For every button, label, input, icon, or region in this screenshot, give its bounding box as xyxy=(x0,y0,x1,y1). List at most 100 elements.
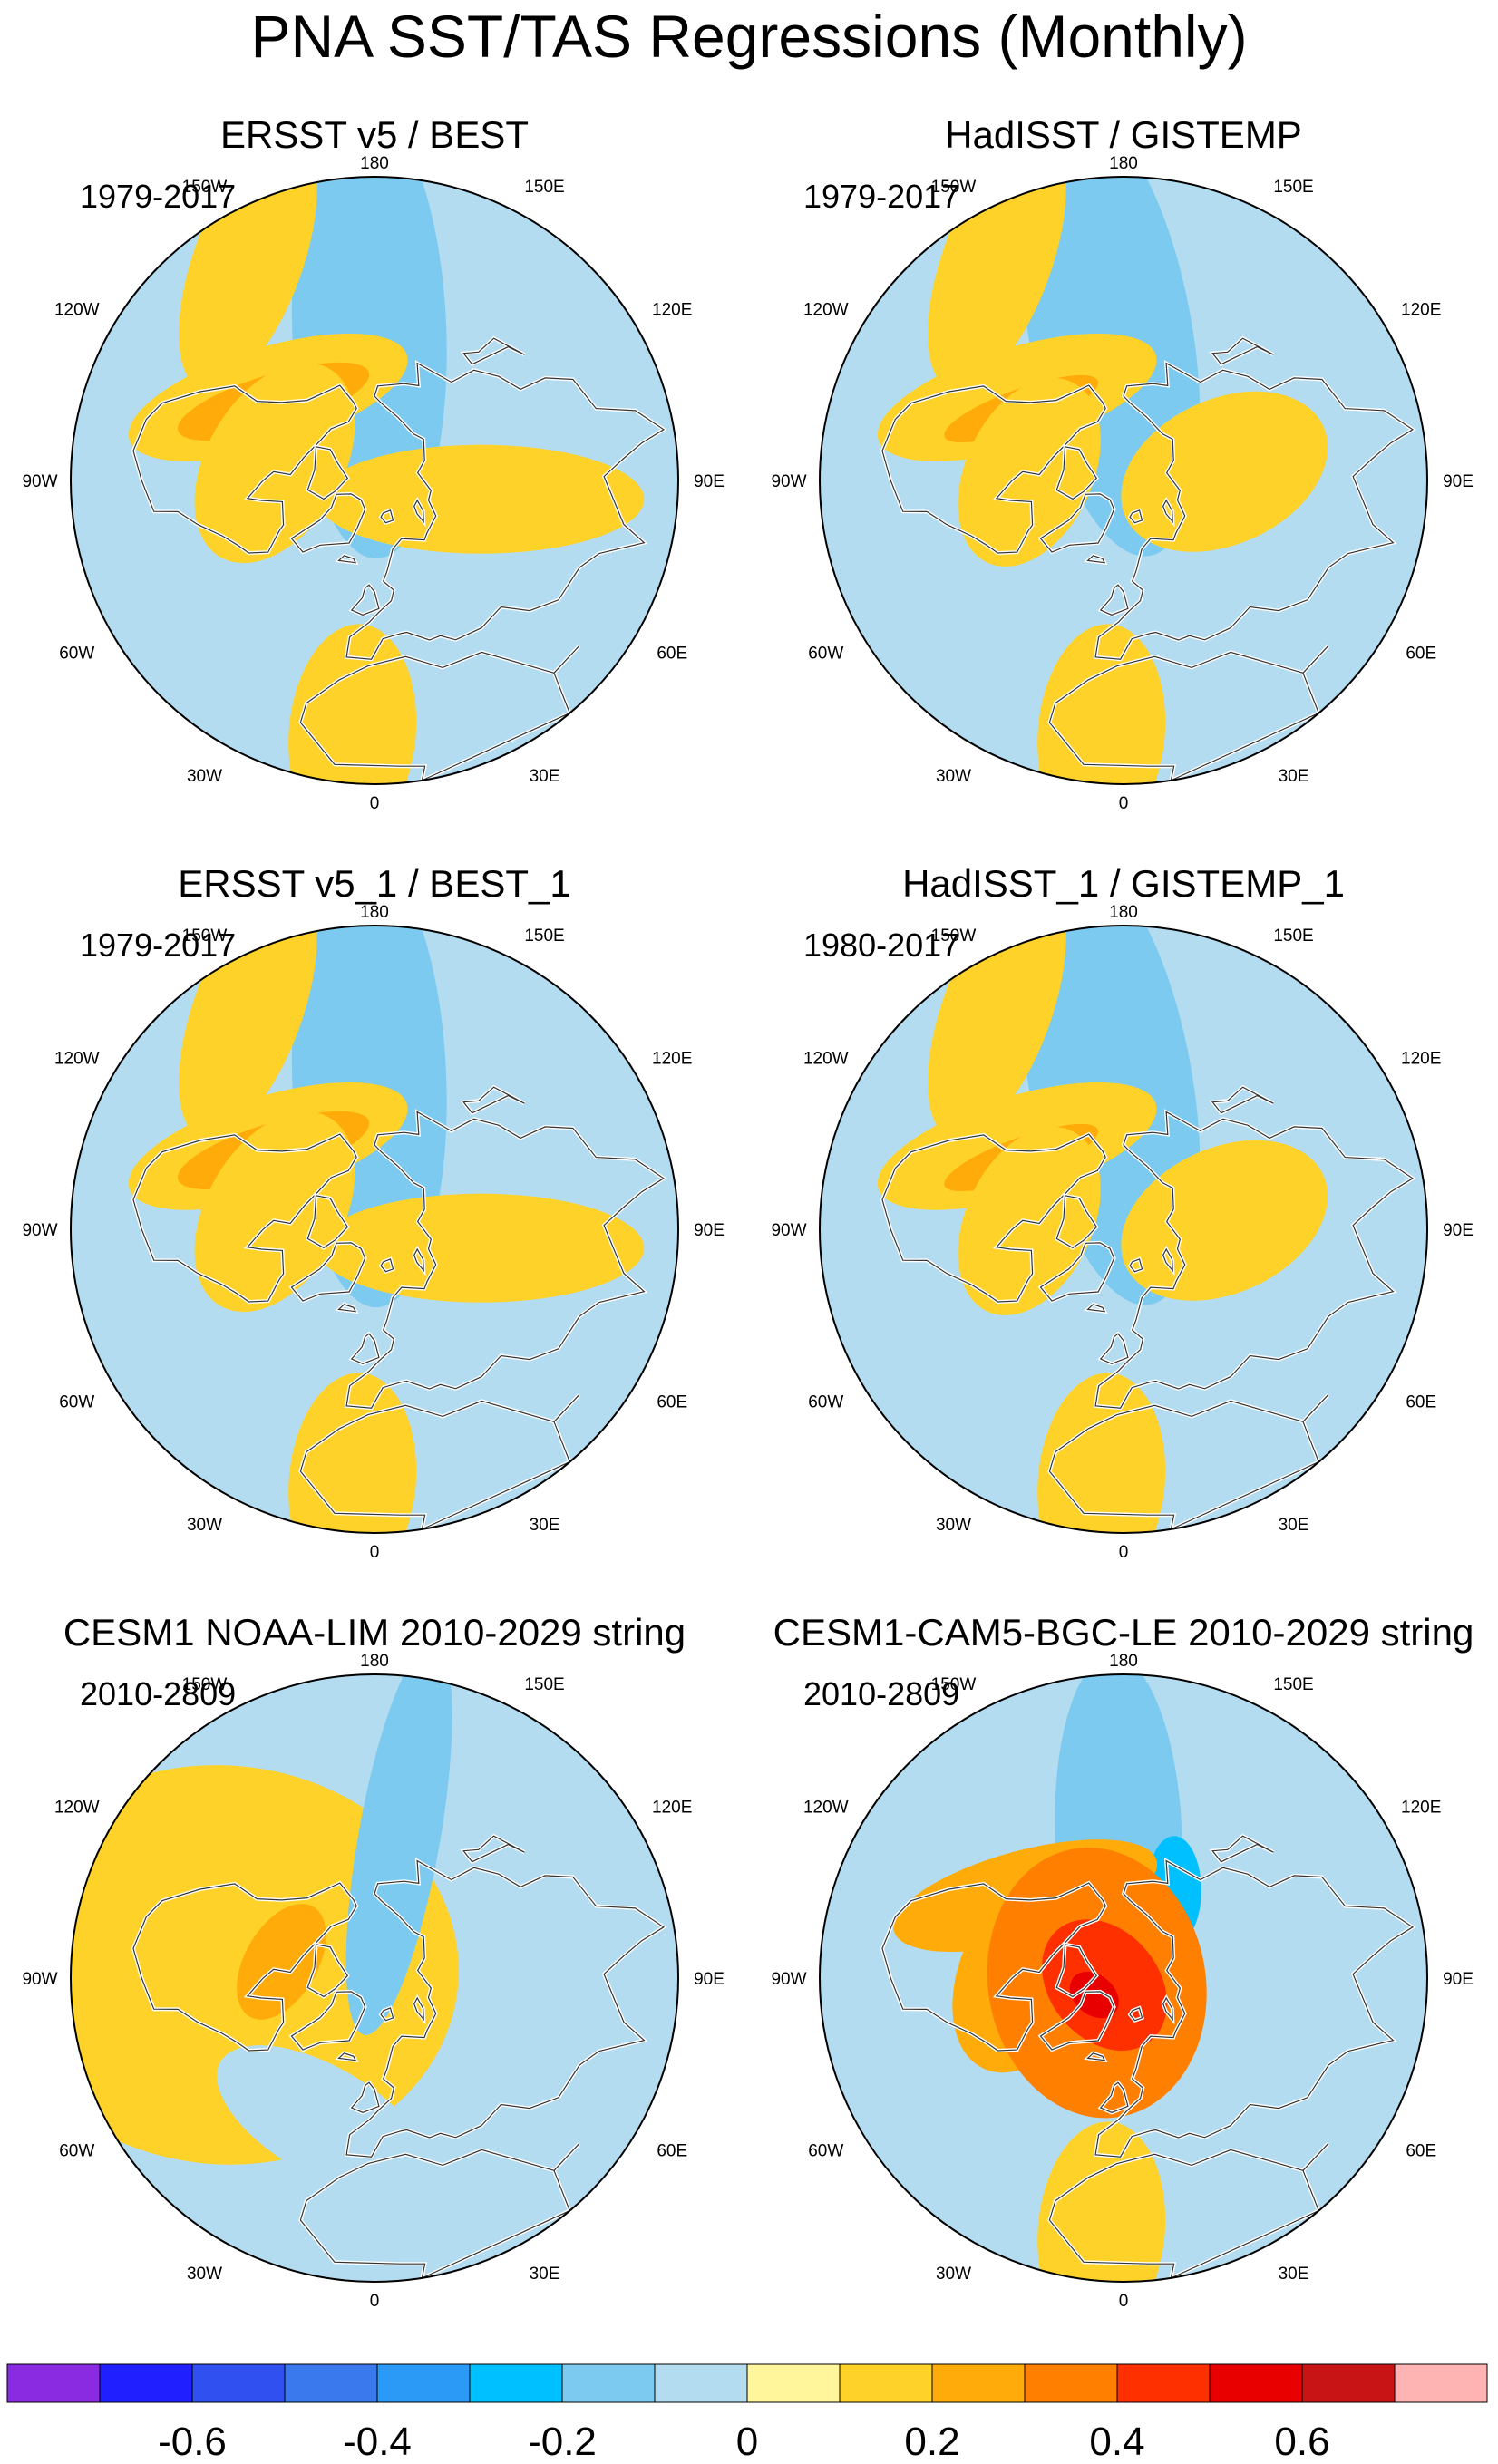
lon-label: 30E xyxy=(530,767,560,786)
coastline xyxy=(462,1086,525,1114)
coastline xyxy=(1094,1859,1415,2158)
polar-map: 180 150E 120E 90E 60E 30E 0 30W 60W 90W 120W 150W xyxy=(22,1652,724,2311)
coastline xyxy=(350,584,380,616)
coastline xyxy=(1211,337,1274,365)
lon-label: 60E xyxy=(1406,2142,1436,2161)
lon-label: 180 xyxy=(360,903,389,922)
lon-label: 150W xyxy=(931,1675,977,1694)
panel-years: 1979-2017 xyxy=(80,926,237,964)
colorbar-swatch xyxy=(284,2363,378,2403)
coastline xyxy=(1129,2007,1143,2022)
lon-label: 60W xyxy=(59,1393,94,1412)
lon-label: 90W xyxy=(22,1970,57,1989)
map-panel-3: ERSST v5_1 / BEST_1 1979-2017 180 150E 120… xyxy=(0,858,749,1606)
lon-label: 90W xyxy=(771,1221,806,1240)
panel-title: CESM1-CAM5-BGC-LE 2010-2029 string xyxy=(773,1611,1474,1654)
lon-label: 90W xyxy=(22,472,57,491)
map-field xyxy=(71,177,678,784)
coastline xyxy=(413,1247,424,1273)
anomaly-region-atlantic-warm-wedge xyxy=(1037,624,1166,784)
anomaly-region-atlantic-cool-arc xyxy=(217,2045,429,2197)
colorbar: -0.6 -0.4 -0.2 0 0.2 0.4 0.6 xyxy=(0,2357,1498,2464)
lon-label: 0 xyxy=(1119,1543,1129,1562)
anomaly-region-canada-warm xyxy=(194,363,355,564)
panel-years: 2010-2809 xyxy=(803,1675,960,1712)
map-panel-6: CESM1-CAM5-BGC-LE 2010-2029 string 2010-… xyxy=(749,1606,1498,2355)
lon-label: 30E xyxy=(530,2265,560,2284)
lon-label: 120W xyxy=(54,1799,100,1818)
lon-label: 180 xyxy=(1109,154,1138,173)
map-panel-2: HadISST / GISTEMP 1979-2017 180 150E 120E 9… xyxy=(749,109,1498,858)
coastline xyxy=(462,337,525,365)
colorbar-tick-label: 0.6 xyxy=(1274,2420,1329,2464)
coastline xyxy=(1048,645,1329,781)
panel-title: HadISST_1 / GISTEMP_1 xyxy=(902,862,1345,905)
coastline xyxy=(306,446,349,500)
coastline xyxy=(1099,2081,1129,2113)
lon-label: 150E xyxy=(524,926,564,946)
lon-label: 60W xyxy=(808,2142,843,2161)
colorbar-swatch xyxy=(561,2363,656,2403)
lon-label: 60E xyxy=(1406,645,1436,664)
lon-label: 60W xyxy=(59,645,94,664)
coastline xyxy=(380,2007,394,2022)
lon-label: 30W xyxy=(936,2265,971,2284)
colorbar-swatch xyxy=(1209,2363,1303,2403)
lon-label: 90E xyxy=(694,472,725,491)
anomaly-region-north-pacific-cold xyxy=(345,1674,452,2035)
panel-years: 2010-2809 xyxy=(80,1675,237,1712)
coastline xyxy=(1048,1394,1329,1530)
lon-label: 120W xyxy=(54,301,100,320)
colorbar-swatch xyxy=(1116,2363,1211,2403)
coastline xyxy=(1039,1991,1115,2051)
lon-label: 30E xyxy=(1279,767,1309,786)
figure-title: PNA SST/TAS Regressions (Monthly) xyxy=(250,3,1248,70)
lon-label: 90W xyxy=(771,472,806,491)
map-panel-5: CESM1 NOAA-LIM 2010-2029 string 2010-280… xyxy=(0,1606,749,2355)
lon-label: 120W xyxy=(803,301,849,320)
map-border xyxy=(70,176,679,785)
coastline xyxy=(299,2143,580,2279)
coastline xyxy=(345,1111,666,1409)
polar-map: 180 150E 120E 90E 60E 30E 0 30W 60W 90W 120W 150W xyxy=(22,154,725,813)
colorbar-swatch xyxy=(469,2363,563,2403)
anomaly-region-subtropical-pacific-warm xyxy=(928,926,1066,1140)
coastline xyxy=(1162,1247,1173,1273)
lon-label: 150W xyxy=(931,926,977,946)
anomaly-region-atlantic-warm-wedge xyxy=(288,624,417,784)
coastline xyxy=(132,384,357,554)
colorbar-swatch xyxy=(376,2363,471,2403)
map-field xyxy=(820,177,1427,784)
panel-title: HadISST / GISTEMP xyxy=(945,113,1302,156)
coastline xyxy=(1162,1996,1173,2022)
lon-label: 180 xyxy=(1109,903,1138,922)
colorbar-tick-label: 0.2 xyxy=(904,2420,959,2464)
lon-label: 90W xyxy=(22,1221,57,1240)
lon-label: 30W xyxy=(187,1516,222,1535)
lon-label: 60W xyxy=(59,2142,94,2161)
lon-label: 30W xyxy=(187,2265,222,2284)
colorbar-tick-label: -0.2 xyxy=(528,2420,597,2464)
lon-label: 150W xyxy=(182,926,228,946)
map-panel-4: HadISST_1 / GISTEMP_1 1980-2017 180 150E 1… xyxy=(749,858,1498,1606)
lon-label: 150E xyxy=(1273,178,1313,197)
coastline xyxy=(337,555,357,564)
lon-label: 150E xyxy=(524,1675,564,1694)
anomaly-region-subtropical-pacific-warm xyxy=(179,177,317,391)
lon-label: 60E xyxy=(1406,1393,1436,1412)
panel-years: 1979-2017 xyxy=(80,178,237,215)
polar-map: 180 150E 120E 90E 60E 30E 0 30W 60W 90W 120W 150W xyxy=(771,1652,1473,2311)
coastline xyxy=(1086,2052,1106,2061)
lon-label: 150E xyxy=(1273,926,1313,946)
colorbar-swatch xyxy=(839,2363,933,2403)
map-field xyxy=(71,926,678,1533)
panel-title: CESM1 NOAA-LIM 2010-2029 string xyxy=(63,1611,686,1654)
lon-label: 150W xyxy=(182,178,228,197)
lon-label: 120E xyxy=(1401,301,1441,320)
colorbar-swatch xyxy=(1024,2363,1118,2403)
coastline xyxy=(881,1882,1106,2052)
coastline xyxy=(337,2052,357,2061)
coastline xyxy=(290,493,366,553)
anomaly-region-atlantic-warm-wedge xyxy=(1037,1373,1166,1533)
anomaly-region-central-canada-warm xyxy=(237,1904,326,2020)
